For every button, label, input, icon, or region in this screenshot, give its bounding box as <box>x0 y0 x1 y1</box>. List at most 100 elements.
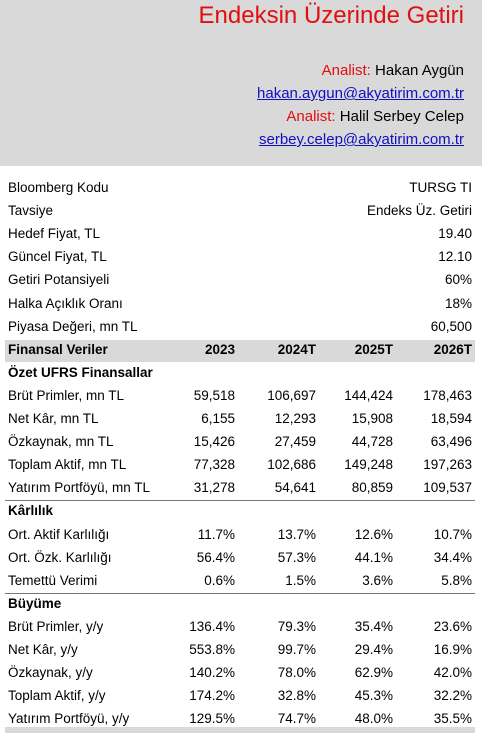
summary-value: 60,500 <box>430 318 472 334</box>
cell: 106,697 <box>267 387 316 403</box>
cell: 42.0% <box>433 665 472 681</box>
cell: 99.7% <box>277 642 316 657</box>
cell: 32.2% <box>433 688 472 704</box>
row-label: Yatırım Portföyü, y/y <box>8 711 130 727</box>
summary-label: Hedef Fiyat, TL <box>8 226 101 242</box>
cell: 129.5% <box>189 711 235 727</box>
summary-label: Getiri Potansiyeli <box>8 272 110 288</box>
summary-value: TURSG TI <box>409 180 472 195</box>
row-label: Toplam Aktif, y/y <box>8 688 106 704</box>
row-label: Net Kâr, y/y <box>8 642 78 657</box>
cell: 144,424 <box>344 387 393 403</box>
cell: 57.3% <box>277 549 316 565</box>
row-label: Özkaynak, mn TL <box>8 434 114 450</box>
row-label: Net Kâr, mn TL <box>8 411 99 426</box>
cell: 34.4% <box>433 549 472 565</box>
column-header: 2025T <box>354 341 393 357</box>
header-row-bg <box>5 339 475 362</box>
header-band <box>0 0 482 166</box>
analyst-name: Halil Serbey Celep <box>339 108 464 125</box>
cell: 12,293 <box>274 411 316 426</box>
title: Endeksin Üzerinde Getiri <box>198 2 464 29</box>
summary-value: 12.10 <box>438 249 472 265</box>
row-label: Toplam Aktif, mn TL <box>8 457 127 473</box>
cell: 27,459 <box>274 434 316 450</box>
cell: 45.3% <box>354 688 393 704</box>
cell: 136.4% <box>189 618 235 634</box>
cell: 10.7% <box>433 526 472 542</box>
cell: 78.0% <box>277 665 316 681</box>
summary-label: Tavsiye <box>8 203 54 219</box>
cell: 5.8% <box>441 572 472 588</box>
row-label: Ort. Aktif Karlılığı <box>8 526 110 542</box>
cell: 63,496 <box>430 434 472 450</box>
section-title: Büyüme <box>8 595 62 611</box>
cell: 6,155 <box>201 411 235 426</box>
analyst: Analist: Halil Serbey Celep <box>286 108 464 125</box>
cell: 15,908 <box>351 411 393 426</box>
summary-label: Piyasa Değeri, mn TL <box>8 318 138 334</box>
summary-label: Güncel Fiyat, TL <box>8 249 107 265</box>
summary-value: 19.40 <box>438 226 472 242</box>
cell: 18,594 <box>430 411 472 426</box>
column-header: 2026T <box>433 341 472 357</box>
cell: 102,686 <box>267 457 316 473</box>
cell: 62.9% <box>354 665 393 681</box>
cell: 178,463 <box>423 387 472 403</box>
cell: 15,426 <box>193 434 235 450</box>
summary-label: Halka Açıklık Oranı <box>8 295 123 311</box>
analyst-label: Analist: <box>286 108 336 125</box>
row-label: Yatırım Portföyü, mn TL <box>8 480 151 496</box>
cell: 35.4% <box>354 618 393 634</box>
row-label: Özkaynak, y/y <box>8 665 93 681</box>
cell: 31,278 <box>193 480 235 496</box>
cell: 1.5% <box>285 572 316 588</box>
summary-label: Bloomberg Kodu <box>8 180 109 195</box>
cell: 12.6% <box>354 526 393 542</box>
analyst-name: Hakan Aygün <box>375 62 464 79</box>
cell: 74.7% <box>277 711 316 727</box>
cell: 59,518 <box>193 387 235 403</box>
column-header: 2023 <box>204 341 235 357</box>
column-header: Finansal Veriler <box>8 341 108 357</box>
analyst-label: Analist: <box>321 62 371 79</box>
section-border <box>5 500 475 502</box>
cell: 35.5% <box>433 711 472 727</box>
cell: 16.9% <box>433 642 472 657</box>
cell: 80,859 <box>351 480 393 496</box>
cell: 174.2% <box>189 688 235 704</box>
cell: 3.6% <box>362 572 393 588</box>
cell: 0.6% <box>204 572 235 588</box>
analyst-email[interactable]: hakan.aygun@akyatirim.com.tr <box>257 85 464 102</box>
cell: 140.2% <box>189 665 235 681</box>
analyst: Analist: Hakan Aygün <box>322 62 464 79</box>
analyst-email[interactable]: serbey.celep@akyatirim.com.tr <box>258 131 464 148</box>
cell: 553.8% <box>189 642 235 657</box>
row-label: Temettü Verimi <box>8 572 98 588</box>
section-border <box>5 592 475 594</box>
section-title: Özet UFRS Finansallar <box>8 364 153 380</box>
cell: 44,728 <box>351 434 393 450</box>
cell: 56.4% <box>196 549 235 565</box>
cell: 79.3% <box>277 618 316 634</box>
cell: 13.7% <box>277 526 316 542</box>
footer-band <box>5 727 475 733</box>
cell: 48.0% <box>354 711 393 727</box>
cell: 54,641 <box>274 480 316 496</box>
column-header: 2024T <box>277 341 316 357</box>
cell: 23.6% <box>433 618 472 634</box>
cell: 77,328 <box>193 457 235 473</box>
cell: 44.1% <box>354 549 393 565</box>
row-label: Brüt Primler, mn TL <box>8 387 125 403</box>
cell: 109,537 <box>423 480 472 496</box>
summary-value: 60% <box>444 272 472 288</box>
cell: 149,248 <box>344 457 393 473</box>
row-label: Ort. Özk. Karlılığı <box>8 549 112 565</box>
cell: 11.7% <box>197 526 235 542</box>
summary-value: 18% <box>444 295 472 311</box>
summary-value: Endeks Üz. Getiri <box>366 203 472 219</box>
section-title: Kârlılık <box>8 503 54 519</box>
cell: 197,263 <box>423 457 472 473</box>
cell: 29.4% <box>354 642 393 657</box>
